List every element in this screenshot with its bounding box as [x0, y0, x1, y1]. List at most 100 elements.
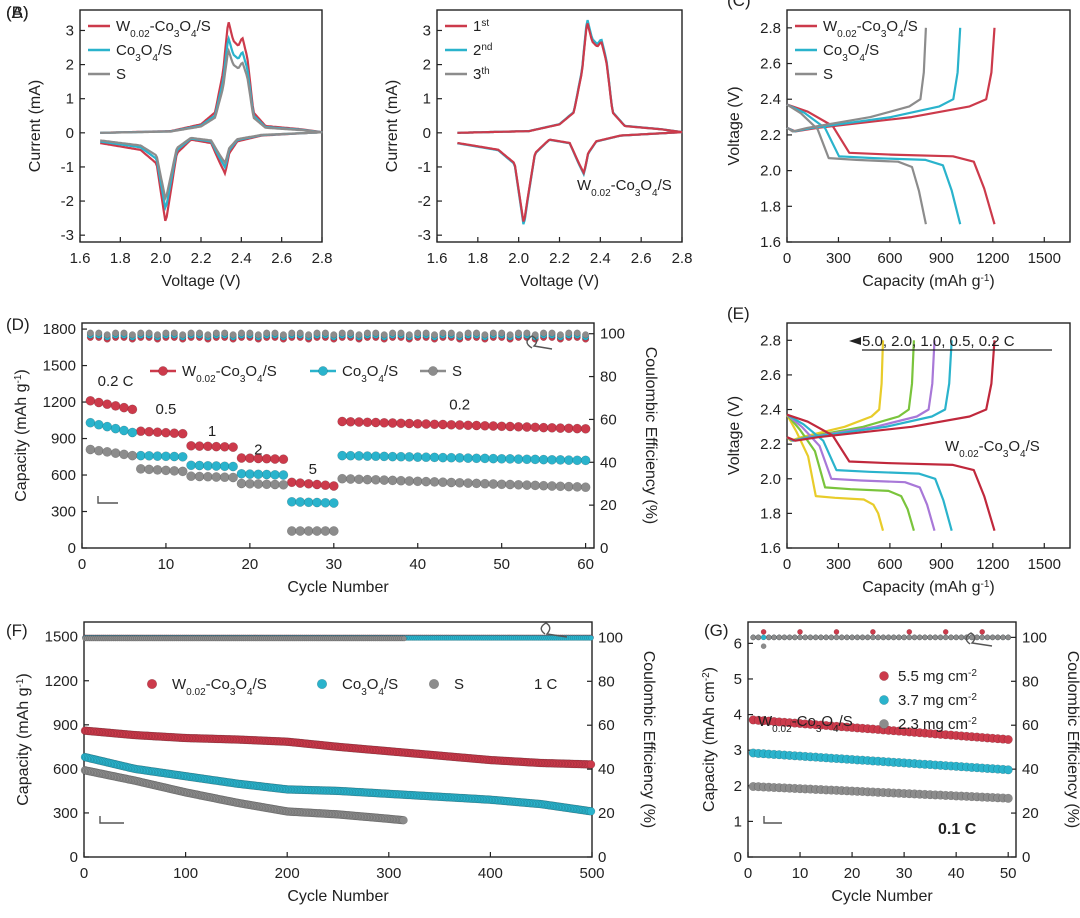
- text-span: 1: [473, 18, 481, 35]
- capacity-point: [438, 419, 448, 430]
- legend-label: W0.02-Co3O4/S: [116, 18, 211, 40]
- capacity-point: [186, 460, 196, 471]
- text-span: W: [945, 438, 960, 455]
- text-span: /S: [904, 18, 918, 35]
- ce-point: [885, 634, 892, 641]
- capacity-point: [488, 421, 499, 431]
- capacity-point: [203, 460, 213, 471]
- plot-frame: [786, 9, 1071, 243]
- capacity-point: [505, 479, 515, 490]
- x-tick-label: 30: [325, 556, 342, 573]
- capacity-point: [522, 422, 532, 432]
- ce-point: [573, 329, 581, 337]
- capacity-point: [320, 480, 331, 491]
- legend-marker: [879, 719, 889, 729]
- text-span: Co: [342, 676, 361, 693]
- capacity-point: [354, 417, 364, 427]
- y-tick-label: 1: [423, 91, 431, 108]
- capacity-point: [538, 454, 549, 465]
- capacity-point: [547, 481, 557, 491]
- cv-curve: [100, 47, 323, 202]
- panel-label: (B): [6, 3, 29, 22]
- y-tick-label: 1.6: [760, 540, 781, 557]
- capacity-point: [446, 477, 457, 488]
- capacity-point: [236, 478, 247, 489]
- ce-point: [1005, 634, 1012, 641]
- text-span: 3.7 mg cm: [898, 692, 968, 709]
- x-tick-label: 0: [80, 865, 88, 882]
- ce-point: [989, 634, 996, 641]
- capacity-point: [312, 526, 322, 536]
- capacity-point: [463, 478, 473, 488]
- legend-label: W0.02-Co3O4/S: [823, 18, 918, 40]
- ce-point: [430, 331, 439, 339]
- capacity-point: [563, 423, 574, 434]
- text-span: -2: [968, 668, 977, 679]
- x-tick-label: 500: [579, 865, 604, 882]
- gcd-curve: [786, 27, 927, 133]
- y2-tick-label: 100: [1022, 629, 1047, 646]
- capacity-point: [555, 455, 566, 465]
- text-span: Voltage (V): [161, 273, 240, 290]
- ce-point: [786, 634, 793, 641]
- capacity-point: [253, 469, 264, 480]
- text-span: -1: [15, 678, 26, 687]
- text-span: Current (mA): [384, 80, 401, 172]
- panel-label: (E): [727, 304, 750, 323]
- y2-tick-label: 0: [600, 540, 608, 557]
- text-span: 4: [257, 374, 263, 385]
- capacity-point: [203, 441, 213, 452]
- y-tick-label: 300: [53, 805, 78, 822]
- capacity-point: [463, 453, 473, 463]
- capacity-point: [488, 453, 499, 464]
- text-span: 4: [1020, 449, 1026, 460]
- capacity-point: [127, 427, 138, 438]
- y-tick-label: 2.0: [760, 163, 781, 180]
- capacity-point: [85, 417, 96, 428]
- capacity-point: [337, 450, 348, 461]
- capacity-point: [152, 427, 163, 438]
- panel-label: (D): [6, 315, 30, 334]
- y2-tick-label: 80: [598, 673, 615, 690]
- capacity-point: [463, 420, 473, 431]
- legend-label: Co3O4/S: [342, 363, 398, 385]
- capacity-point: [236, 468, 247, 479]
- capacity-point: [186, 440, 196, 451]
- x-tick-label: 1.6: [70, 250, 91, 267]
- ce-point: [456, 331, 464, 339]
- capacity-point: [93, 397, 104, 408]
- text-span: 0.02: [186, 687, 206, 698]
- ce-point: [179, 331, 187, 339]
- text-span: O: [1008, 438, 1020, 455]
- text-span: 4: [652, 188, 658, 199]
- y-tick-label: 600: [53, 761, 78, 778]
- text-span: W: [182, 363, 197, 380]
- ce-point: [979, 634, 986, 641]
- plot-frame: [83, 621, 593, 858]
- y-tick-label: 3: [66, 22, 74, 39]
- capacity-point: [387, 451, 398, 462]
- capacity-point: [194, 460, 205, 471]
- capacity-point: [412, 418, 423, 429]
- ce-point: [870, 629, 876, 635]
- y-tick-label: 2.4: [760, 402, 781, 419]
- text-span: 4: [247, 687, 253, 698]
- y-tick-label: 5: [734, 671, 742, 688]
- x-axis-label: Cycle Number: [287, 579, 389, 596]
- capacity-point: [362, 451, 373, 461]
- text-span: O: [886, 18, 898, 35]
- ce-point: [942, 629, 949, 635]
- y2-tick-label: 100: [598, 629, 623, 646]
- capacity-point: [454, 420, 465, 430]
- capacity-point: [572, 455, 583, 466]
- capacity-point: [194, 441, 205, 451]
- legend-label: S: [454, 676, 464, 693]
- ce-point: [864, 634, 871, 641]
- panel-C: 0 300 600 900 1200 1500 1.6 1.8 2.0 2.2 2.4 2.6 2.8 C…: [726, 0, 1071, 290]
- capacity-point: [102, 447, 113, 457]
- text-span: W: [758, 713, 773, 730]
- capacity-point: [303, 497, 314, 508]
- ce-point: [540, 329, 548, 337]
- text-span: W: [116, 18, 131, 35]
- capacity-point: [144, 450, 154, 461]
